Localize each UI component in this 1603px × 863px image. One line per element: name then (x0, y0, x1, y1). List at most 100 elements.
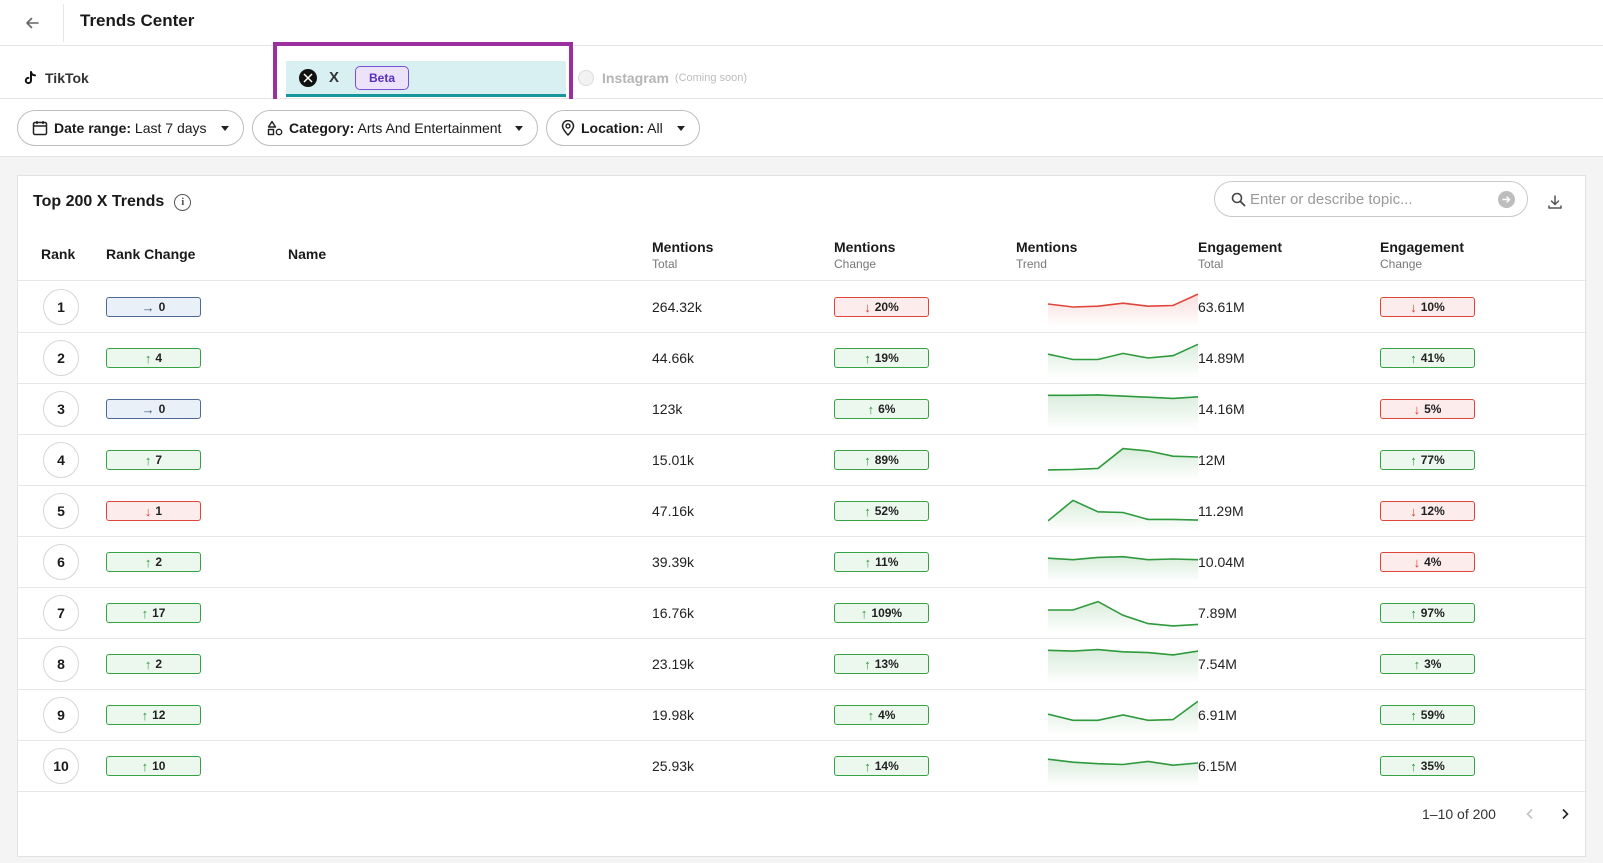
table-row[interactable]: 7 ↑ 17 16.76k ↑ 109% 7.89M ↑ 97% (18, 587, 1587, 639)
mentions-change-chip: ↑ 109% (834, 603, 929, 623)
table-row[interactable]: 8 ↑ 2 23.19k ↑ 13% 7.54M ↑ 3% (18, 638, 1587, 690)
rank-change-chip: → 0 (106, 399, 201, 419)
mentions-change-chip: ↑ 14% (834, 756, 929, 776)
sparkline-area (1048, 649, 1198, 684)
back-button[interactable] (18, 9, 46, 37)
filter-key: Category: (289, 120, 355, 136)
arrow-down-icon: ↓ (144, 503, 152, 519)
tab-label: Instagram (602, 70, 669, 86)
arrow-up-icon: ↑ (1410, 452, 1417, 468)
engagement-change-value: 12% (1420, 504, 1445, 518)
engagement-total: 7.54M (1198, 656, 1237, 672)
mentions-total: 16.76k (652, 605, 695, 621)
mentions-trend-sparkline (1048, 758, 1198, 786)
sparkline-area (1048, 601, 1198, 633)
rank-change-value: 0 (158, 402, 166, 416)
info-icon[interactable]: i (174, 193, 192, 211)
table-row[interactable]: 3 → 0 123k ↑ 6% 14.16M ↓ 5% (18, 383, 1587, 435)
table-row[interactable]: 10 ↑ 10 25.93k ↑ 14% 6.15M ↑ 35% (18, 740, 1587, 792)
download-button[interactable] (1543, 190, 1567, 214)
engagement-change-chip: ↑ 59% (1380, 705, 1475, 725)
engagement-total: 14.89M (1198, 350, 1245, 366)
table-row[interactable]: 1 → 0 264.32k ↓ 20% 63.61M ↓ 10% (18, 281, 1587, 333)
category-filter[interactable]: Category: Arts And Entertainment (252, 110, 539, 146)
sparkline-line (1048, 343, 1198, 361)
mentions-total: 25.93k (652, 758, 695, 774)
rank-change-value: 10 (152, 759, 166, 773)
location-filter[interactable]: Location: All (546, 110, 700, 146)
engagement-change-chip: ↑ 35% (1380, 756, 1475, 776)
table-row[interactable]: 9 ↑ 12 19.98k ↑ 4% 6.91M ↑ 59% (18, 689, 1587, 741)
sparkline-line (1048, 394, 1198, 400)
rank-change-value: 4 (155, 351, 163, 365)
table-row[interactable]: 2 ↑ 4 44.66k ↑ 19% 14.89M ↑ 41% (18, 332, 1587, 384)
col-name: Name (288, 246, 327, 262)
rank-change-value: 2 (155, 555, 163, 569)
col-title: Mentions (652, 239, 714, 255)
category-shapes-icon (267, 120, 283, 136)
rank-change-value: 17 (152, 606, 166, 620)
table-row[interactable]: 4 ↑ 7 15.01k ↑ 89% 12M ↑ 77% (18, 434, 1587, 486)
next-page-button[interactable] (1553, 802, 1577, 826)
engagement-total: 7.89M (1198, 605, 1237, 621)
submit-arrow-icon[interactable] (1498, 190, 1515, 208)
trends-card: Top 200 X Trends i Rank Rank Change Name… (17, 175, 1587, 857)
arrow-up-icon: ↑ (867, 401, 875, 417)
mentions-change-value: 20% (874, 300, 899, 314)
mentions-change-value: 6% (878, 402, 896, 416)
date-range-filter[interactable]: Date range: Last 7 days (17, 110, 244, 146)
arrow-up-icon: ↑ (864, 503, 871, 519)
mentions-total: 19.98k (652, 707, 695, 723)
col-title: Mentions (1016, 239, 1078, 255)
col-subtitle: Total (652, 257, 678, 271)
table-row[interactable]: 5 ↓ 1 47.16k ↑ 52% 11.29M ↓ 12% (18, 485, 1587, 537)
mentions-change-chip: ↑ 89% (834, 450, 929, 470)
rank-badge: 1 (43, 289, 79, 325)
mentions-change-value: 52% (874, 504, 899, 518)
filter-key: Location: (581, 120, 644, 136)
tab-tiktok[interactable]: TikTok (24, 70, 89, 86)
sparkline-area (1048, 294, 1198, 327)
location-pin-icon (561, 120, 575, 136)
mentions-trend-sparkline (1048, 343, 1198, 378)
topic-search[interactable] (1214, 181, 1528, 217)
filters-bar: Date range: Last 7 days Category: Arts A… (0, 99, 1603, 157)
col-mentions-change: Mentions Change (834, 239, 895, 271)
x-logo-icon (299, 68, 317, 87)
arrow-down-icon: ↓ (1413, 401, 1421, 417)
tiktok-icon (24, 71, 36, 85)
mentions-change-value: 19% (874, 351, 899, 365)
rank-change-chip: ↑ 2 (106, 552, 201, 572)
mentions-change-value: 109% (871, 606, 903, 620)
mentions-total: 264.32k (652, 299, 702, 315)
table-title: Top 200 X Trends i (33, 193, 192, 211)
engagement-change-value: 41% (1420, 351, 1445, 365)
col-rank-change: Rank Change (106, 246, 196, 262)
col-title: Engagement (1380, 239, 1465, 255)
sparkline-line (1048, 555, 1198, 561)
beta-badge: Beta (355, 65, 410, 90)
arrow-left-icon (26, 17, 39, 29)
mentions-change-value: 89% (874, 453, 899, 467)
prev-page-button[interactable] (1518, 802, 1542, 826)
mentions-total: 15.01k (652, 452, 695, 468)
calendar-icon (32, 121, 48, 136)
col-rank: Rank (41, 246, 76, 262)
table-row[interactable]: 6 ↑ 2 39.39k ↑ 11% 10.04M ↓ 4% (18, 536, 1587, 588)
arrow-up-icon: ↑ (864, 554, 872, 570)
arrow-up-icon: ↑ (141, 605, 149, 621)
rank-change-chip: ↑ 7 (106, 450, 201, 470)
arrow-up-icon: ↑ (1410, 350, 1417, 366)
tab-x[interactable]: X Beta (286, 61, 566, 97)
arrow-up-icon: ↑ (141, 707, 149, 723)
coming-soon-label: (Coming soon) (674, 72, 748, 84)
sparkline-area (1048, 344, 1198, 378)
rank-badge: 10 (43, 748, 79, 784)
search-input[interactable] (1250, 190, 1498, 208)
mentions-total: 123k (652, 401, 683, 417)
mentions-total: 44.66k (652, 350, 695, 366)
engagement-change-value: 97% (1420, 606, 1445, 620)
engagement-change-chip: ↑ 97% (1380, 603, 1475, 623)
rank-badge: 2 (43, 340, 79, 376)
rank-change-value: 1 (155, 504, 163, 518)
